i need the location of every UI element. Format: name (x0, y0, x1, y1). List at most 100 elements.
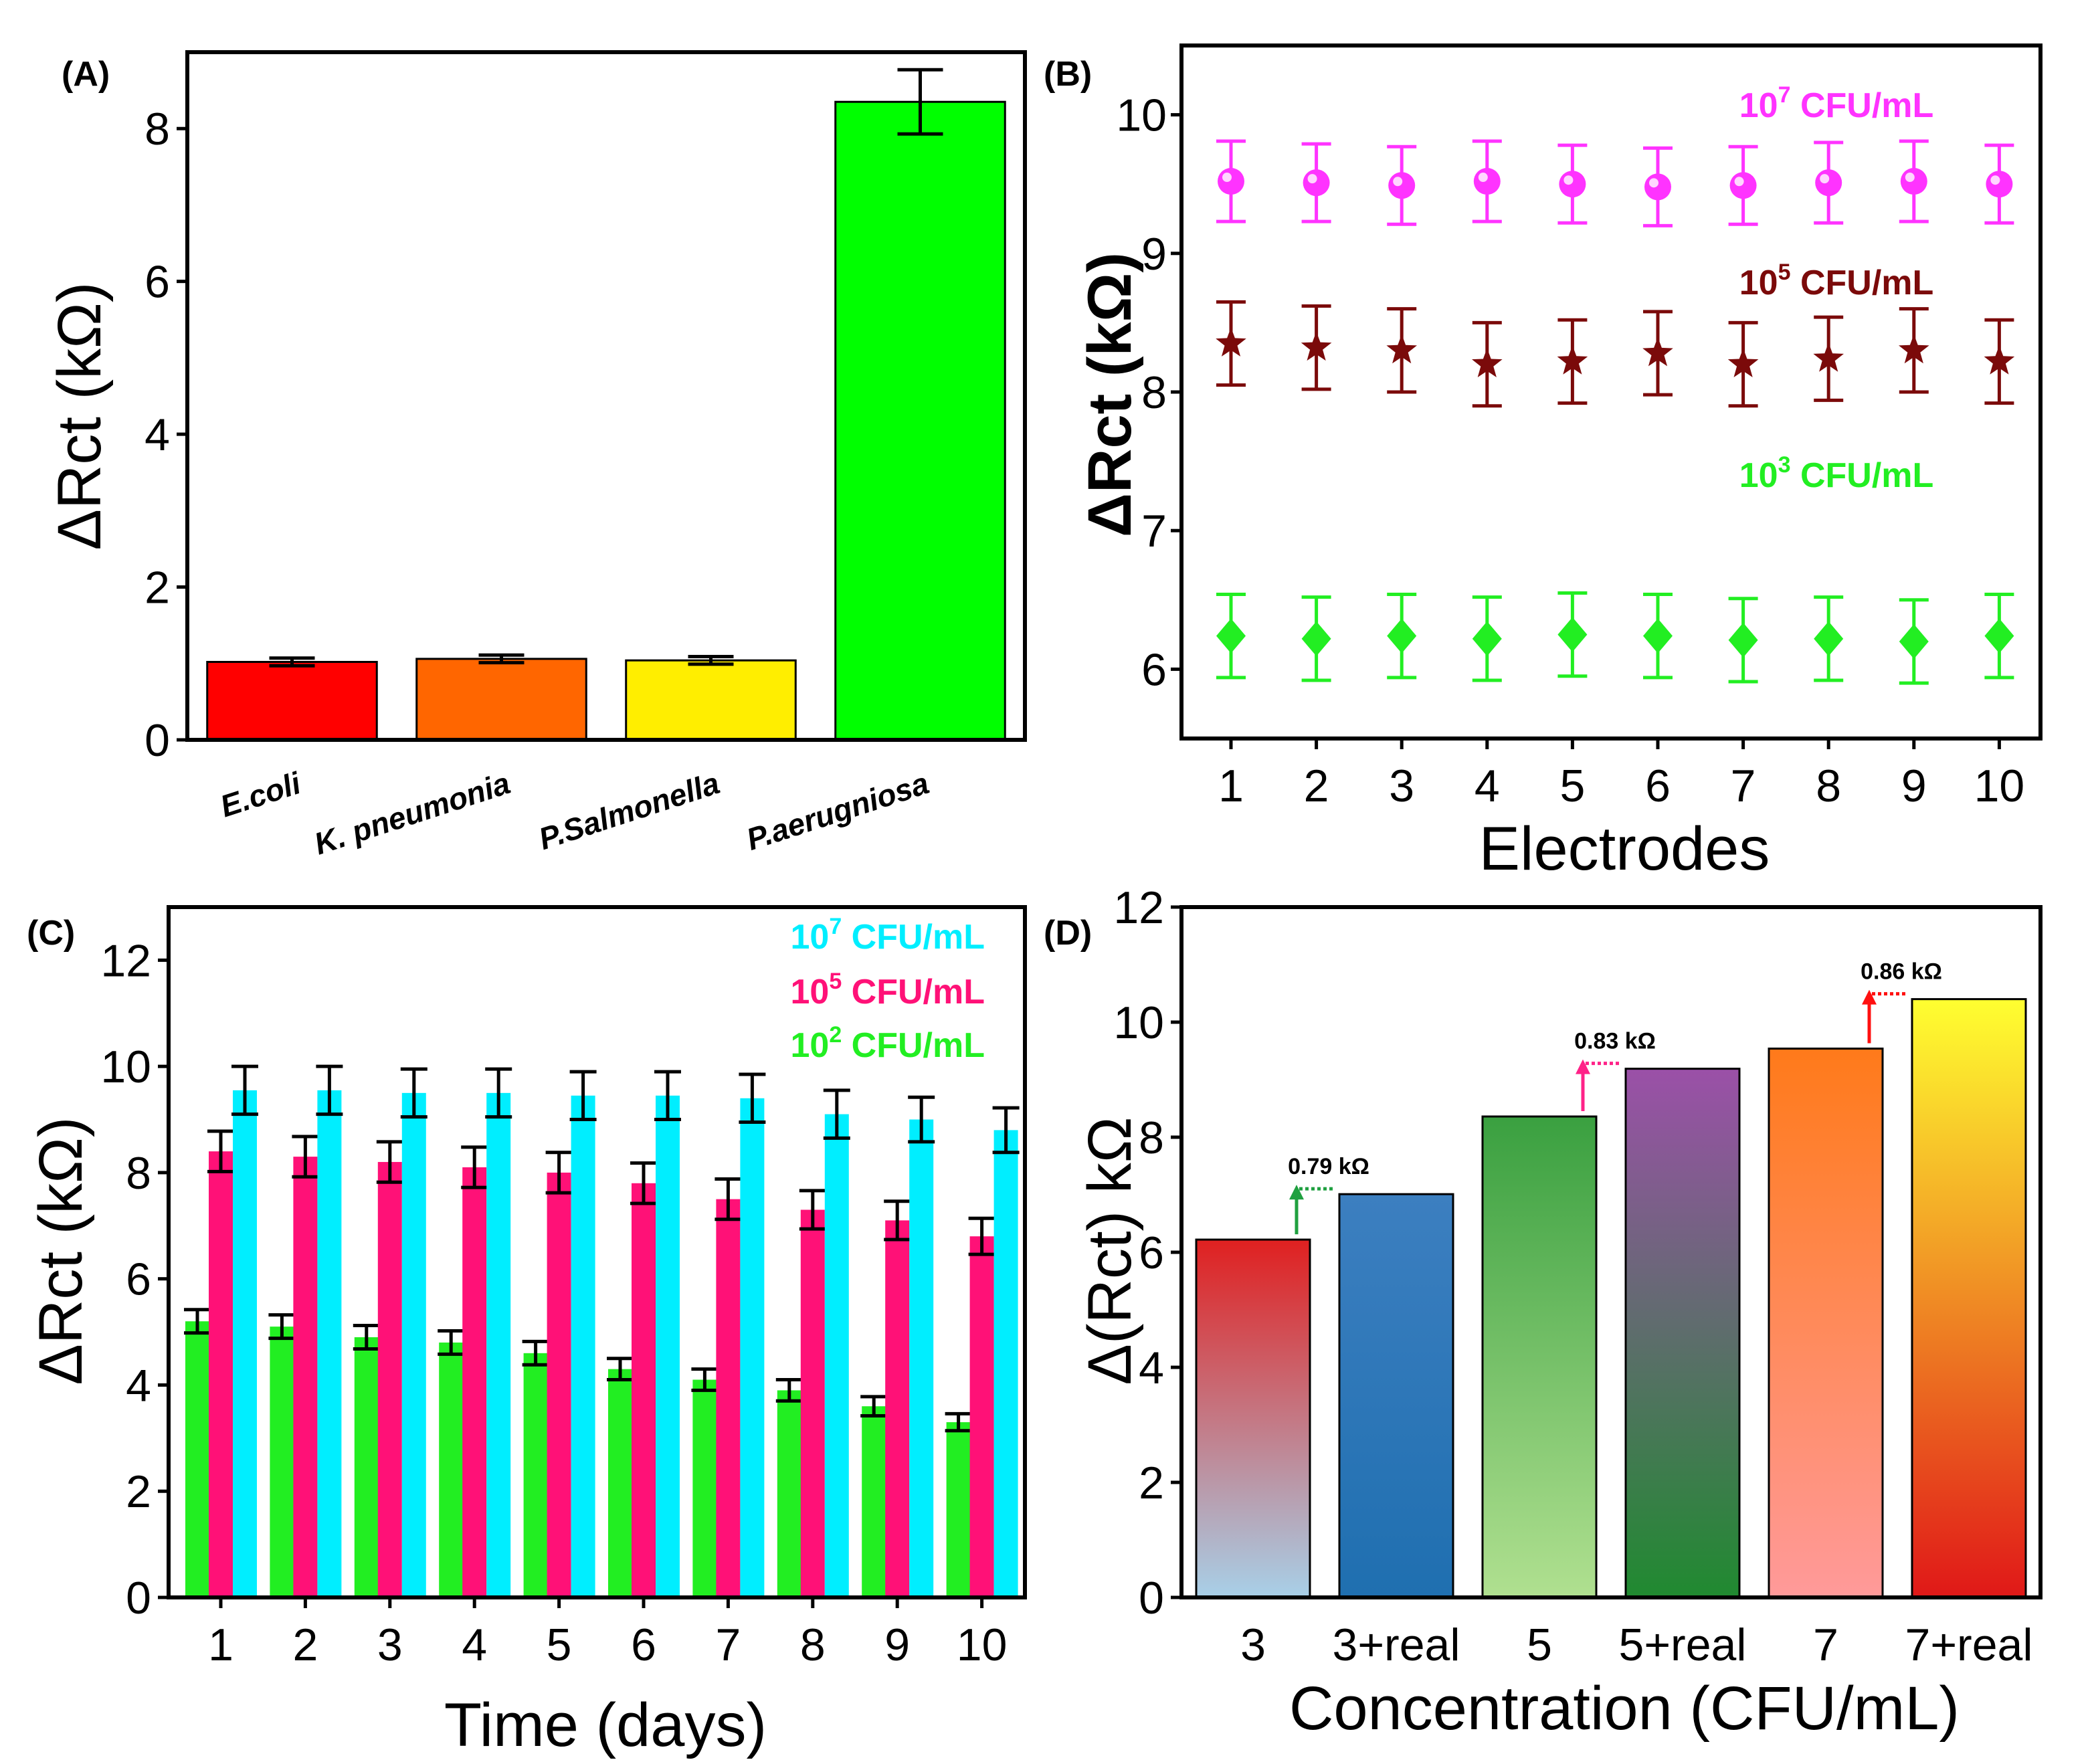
panel-c-ytick-label: 0 (126, 1573, 151, 1624)
panel-c-ytick-label: 12 (100, 935, 151, 986)
panel-c-xtick-label: 3 (377, 1620, 403, 1670)
annotation-label: 0.86 kΩ (1861, 959, 1942, 985)
legend-exponent: 5 (829, 969, 842, 994)
panel-b-xtick-label: 10 (1974, 761, 2025, 811)
panel-c-ytick-label: 4 (126, 1360, 151, 1411)
panel-b-xtick-label: 2 (1304, 761, 1329, 811)
annotation-arrow-head (1862, 989, 1877, 1005)
bar-series-0 (439, 1342, 464, 1597)
legend-label: 102 CFU/mL (790, 1022, 985, 1065)
panel-d-xtick-label: 5 (1527, 1620, 1552, 1670)
bar-p-aerugniosa (834, 100, 1006, 741)
panel-c-ytick-label: 6 (126, 1254, 151, 1305)
annotation-arrow-head (1576, 1059, 1590, 1074)
marker-circle (1388, 172, 1416, 199)
panel-d-y-axis-title: Δ(Rct) kΩ (1076, 1116, 1144, 1385)
bar-series-0 (270, 1327, 294, 1597)
panel-label-d: (D) (1044, 914, 1092, 953)
panel-c-x-axis-title: Time (days) (444, 1691, 767, 1759)
marker-diamond (1814, 621, 1844, 656)
bar-series-2 (401, 1092, 426, 1597)
bar-series-2 (824, 1114, 849, 1597)
panel-d-xtick-label: 7+real (1905, 1620, 2033, 1670)
marker-diamond (1387, 618, 1417, 654)
marker-star (1472, 348, 1503, 377)
legend-exponent: 5 (1778, 260, 1791, 285)
legend-exponent: 7 (1778, 82, 1791, 108)
legend-label: 105 CFU/mL (790, 969, 985, 1011)
bar-series-0 (185, 1321, 209, 1597)
marker-circle (1815, 169, 1842, 197)
panel-b-scatter-chart: (B) ΔRct (kΩ) Electrodes 6 7 8 9 10 1 2 3 4 5 6 7 8 9… (1044, 43, 2042, 883)
marker-circle (1473, 168, 1501, 195)
legend-base: 10 (1739, 456, 1778, 495)
marker-star (1813, 342, 1844, 372)
panel-c-xtick-label: 6 (631, 1620, 656, 1670)
panel-c-xtick-label: 2 (292, 1620, 318, 1670)
marker-highlight (1649, 178, 1658, 188)
marker-circle (1303, 169, 1330, 197)
marker-star (1557, 345, 1588, 375)
legend-base: 10 (790, 918, 829, 957)
x-category-label: P.Salmonella (535, 765, 724, 856)
annotation-label: 0.83 kΩ (1574, 1029, 1656, 1054)
panel-d-ytick-label: 6 (1139, 1228, 1164, 1278)
marker-highlight (1990, 175, 2000, 185)
marker-diamond (1216, 618, 1246, 654)
bar-conc-5 (1481, 1115, 1598, 1599)
marker-diamond (1472, 621, 1502, 656)
legend-unit: CFU/mL (1791, 456, 1934, 495)
panel-a-ytick-label: 2 (145, 563, 170, 613)
panel-d-ytick-label: 12 (1113, 882, 1164, 933)
panel-b-xtick-label: 6 (1645, 761, 1671, 811)
marker-diamond (1301, 621, 1331, 656)
marker-diamond (1643, 618, 1673, 654)
panel-c-xtick-label: 7 (715, 1620, 741, 1670)
bar-series-1 (377, 1162, 402, 1597)
panel-d-bar-chart: (D) Δ(Rct) kΩ Concentration (CFU/mL) 3 3+… (1044, 882, 2042, 1743)
bar-series-0 (523, 1353, 548, 1597)
bar-series-2 (909, 1119, 934, 1597)
panel-b-ytick-label: 8 (1141, 367, 1167, 418)
panel-d-ytick-label: 4 (1139, 1343, 1164, 1393)
bar-series-1 (800, 1209, 825, 1597)
bar-series-1 (885, 1220, 910, 1597)
annotation-arrow-head (1289, 1185, 1304, 1200)
panel-d-ytick-label: 10 (1113, 997, 1164, 1048)
panel-b-xtick-label: 9 (1901, 761, 1927, 811)
bar-series-0 (692, 1379, 717, 1597)
panel-c-xtick-label: 1 (208, 1620, 233, 1670)
panel-c-xtick-label: 5 (547, 1620, 572, 1670)
panel-d-xtick-label: 5+real (1619, 1620, 1747, 1670)
bar-conc-7-plus-real (1911, 998, 2027, 1599)
legend-exponent: 3 (1778, 452, 1791, 478)
panel-b-ytick-label: 6 (1141, 644, 1167, 695)
marker-diamond (1984, 618, 2014, 654)
bar-series-1 (209, 1151, 233, 1597)
bar-series-1 (969, 1236, 994, 1597)
panel-b-xtick-label: 5 (1559, 761, 1585, 811)
marker-highlight (1905, 173, 1915, 183)
marker-highlight (1222, 173, 1232, 183)
bar-e-coli (206, 660, 378, 741)
legend-unit: CFU/mL (842, 918, 985, 957)
panel-b-y-axis-title: ΔRct (kΩ) (1076, 252, 1144, 537)
bar-series-2 (233, 1090, 257, 1597)
panel-a-ytick-label: 6 (145, 257, 170, 308)
panel-b-ytick-label: 9 (1141, 229, 1167, 280)
marker-star (1216, 327, 1246, 357)
panel-c-xtick-label: 4 (462, 1620, 487, 1670)
panel-d-ytick-label: 8 (1139, 1112, 1164, 1163)
legend-unit: CFU/mL (842, 1026, 985, 1065)
panel-c-ytick-label: 2 (126, 1466, 151, 1517)
bar-conc-5-plus-real (1624, 1068, 1741, 1599)
marker-highlight (1820, 174, 1830, 184)
panel-b-xtick-label: 1 (1218, 761, 1244, 811)
marker-star (1984, 345, 2015, 375)
marker-star (1727, 348, 1759, 377)
bar-series-1 (293, 1157, 318, 1597)
bar-series-1 (632, 1183, 656, 1597)
legend-unit: CFU/mL (1791, 86, 1934, 125)
bar-conc-3 (1195, 1238, 1311, 1599)
